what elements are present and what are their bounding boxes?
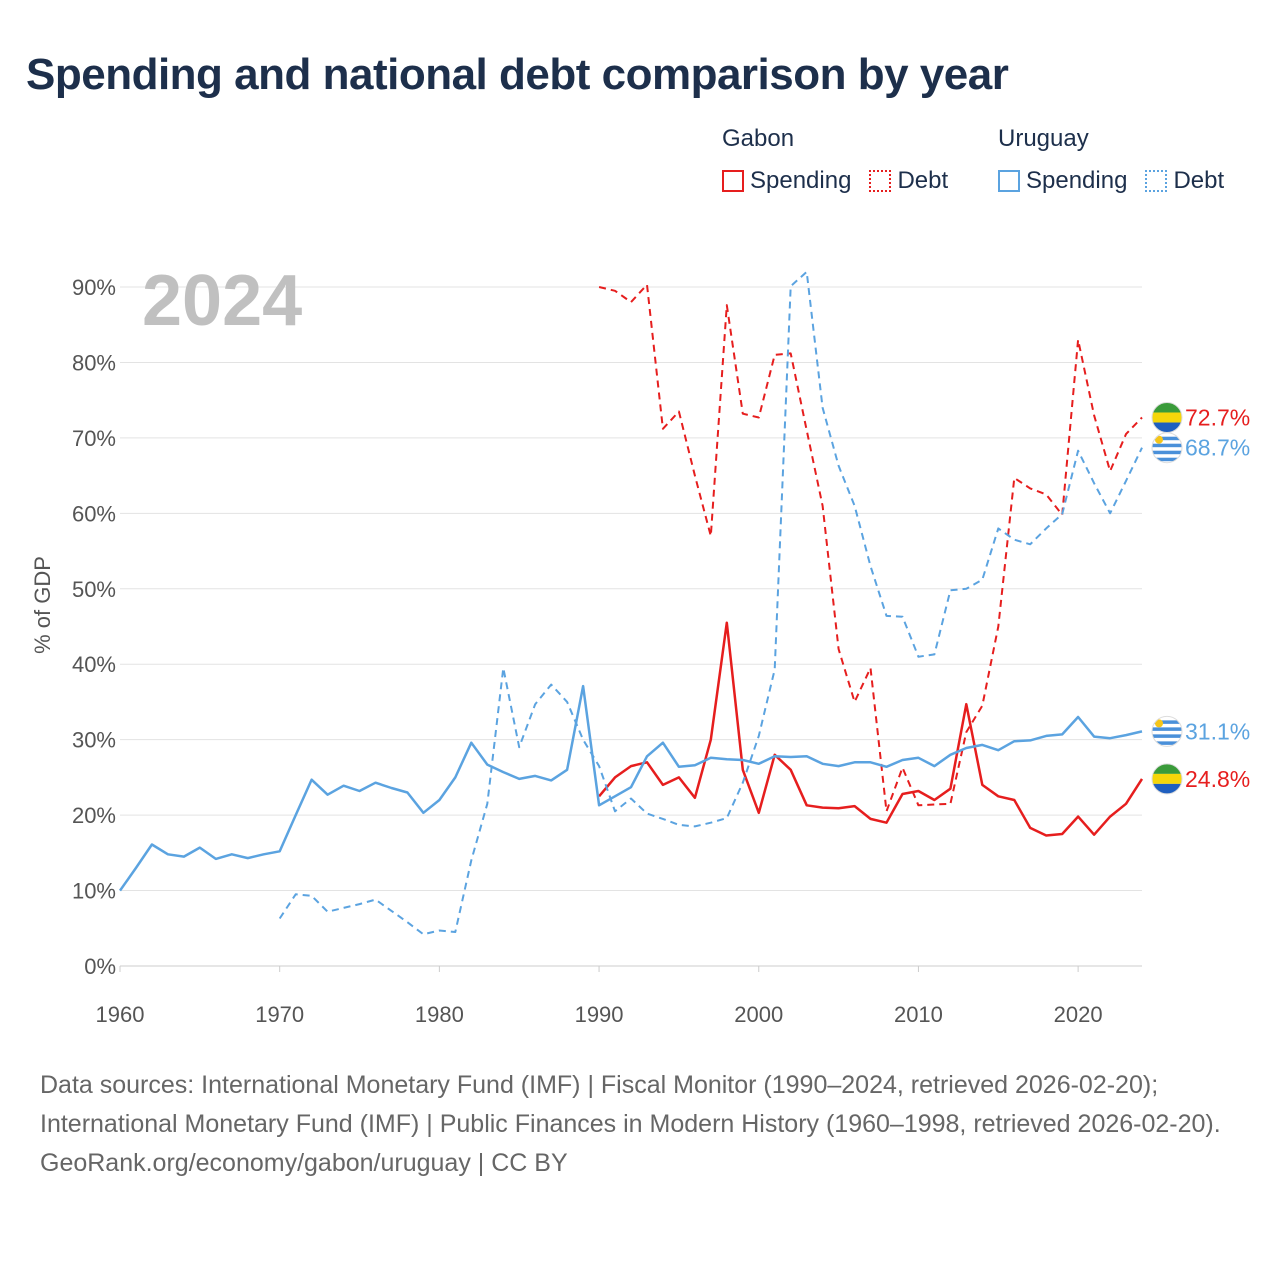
legend-gabon-spending-label: Spending <box>750 167 852 194</box>
chart-plot: 2024 % of GDP 0% 10% 20% 30% 40% 50% 60% 70% 80%… <box>30 261 1250 1027</box>
footer: Data sources: International Monetary Fun… <box>40 1066 1240 1183</box>
y-tick-label: 0% <box>84 954 116 979</box>
end-value-label: 24.8% <box>1185 766 1250 792</box>
series-line-gabon-spending[interactable] <box>598 621 1144 837</box>
legend-gabon-debt[interactable]: Debt <box>869 164 948 198</box>
uruguay-flag-icon <box>1151 715 1183 747</box>
legend-uruguay-title: Uruguay <box>998 125 1089 152</box>
x-tick-label: 2000 <box>734 1002 783 1027</box>
current-year-label: 2024 <box>142 261 302 341</box>
legend-uruguay-spending[interactable]: Spending <box>998 164 1127 198</box>
y-tick-label: 50% <box>72 577 116 602</box>
series-line-gabon-debt[interactable] <box>598 283 1143 813</box>
gridlines <box>120 286 1142 967</box>
x-tick-label: 2010 <box>894 1002 943 1027</box>
y-tick-label: 20% <box>72 803 116 828</box>
series-line-uruguay-debt[interactable] <box>278 270 1143 936</box>
uruguay-flag-icon <box>1151 432 1183 464</box>
y-tick-label: 70% <box>72 426 116 451</box>
legend-gabon-title: Gabon <box>722 125 795 152</box>
legend-uruguay-debt-label: Debt <box>1173 167 1225 194</box>
end-value-label: 68.7% <box>1185 435 1250 461</box>
y-tick-label: 60% <box>72 501 116 526</box>
legend-uruguay: Uruguay Spending Debt <box>998 122 1224 198</box>
y-axis-label: % of GDP <box>30 556 55 654</box>
data-sources: Data sources: International Monetary Fun… <box>40 1071 1221 1138</box>
legend-swatch-dotted-blue <box>1145 170 1168 192</box>
gabon-flag-icon <box>1151 402 1183 434</box>
y-tick-label: 40% <box>72 652 116 677</box>
legend-swatch-solid-red <box>722 170 744 192</box>
chart-title: Spending and national debt comparison by… <box>26 50 1009 99</box>
legend-uruguay-debt[interactable]: Debt <box>1145 164 1224 198</box>
end-value-label: 31.1% <box>1185 718 1250 744</box>
legend-swatch-solid-blue <box>998 170 1020 192</box>
series <box>118 270 1144 936</box>
y-tick-label: 90% <box>72 275 116 300</box>
x-tick-label: 1970 <box>255 1002 304 1027</box>
y-tick-label: 10% <box>72 879 116 904</box>
legend-gabon: Gabon Spending Debt <box>722 122 948 198</box>
end-value-label: 72.7% <box>1185 405 1250 431</box>
y-tick-label: 80% <box>72 350 116 375</box>
x-tick-label: 1980 <box>415 1002 464 1027</box>
series-line-uruguay-spending[interactable] <box>118 684 1143 892</box>
y-tick-label: 30% <box>72 728 116 753</box>
x-tick-label: 2020 <box>1054 1002 1103 1027</box>
x-tick-label: 1990 <box>575 1002 624 1027</box>
legend-gabon-spending[interactable]: Spending <box>722 164 851 198</box>
gabon-flag-icon <box>1151 763 1183 795</box>
credit-link[interactable]: GeoRank.org/economy/gabon/uruguay | CC B… <box>40 1149 568 1177</box>
axes: 0% 10% 20% 30% 40% 50% 60% 70% 80% 90% 1960 1970 198… <box>72 275 1142 1027</box>
end-labels: 24.8% 72.7% 31.1% 68.7% <box>1151 402 1250 795</box>
x-tick-label: 1960 <box>96 1002 145 1027</box>
legend-uruguay-spending-label: Spending <box>1026 167 1128 194</box>
legend-swatch-dotted-red <box>869 170 892 192</box>
legend-gabon-debt-label: Debt <box>897 167 949 194</box>
